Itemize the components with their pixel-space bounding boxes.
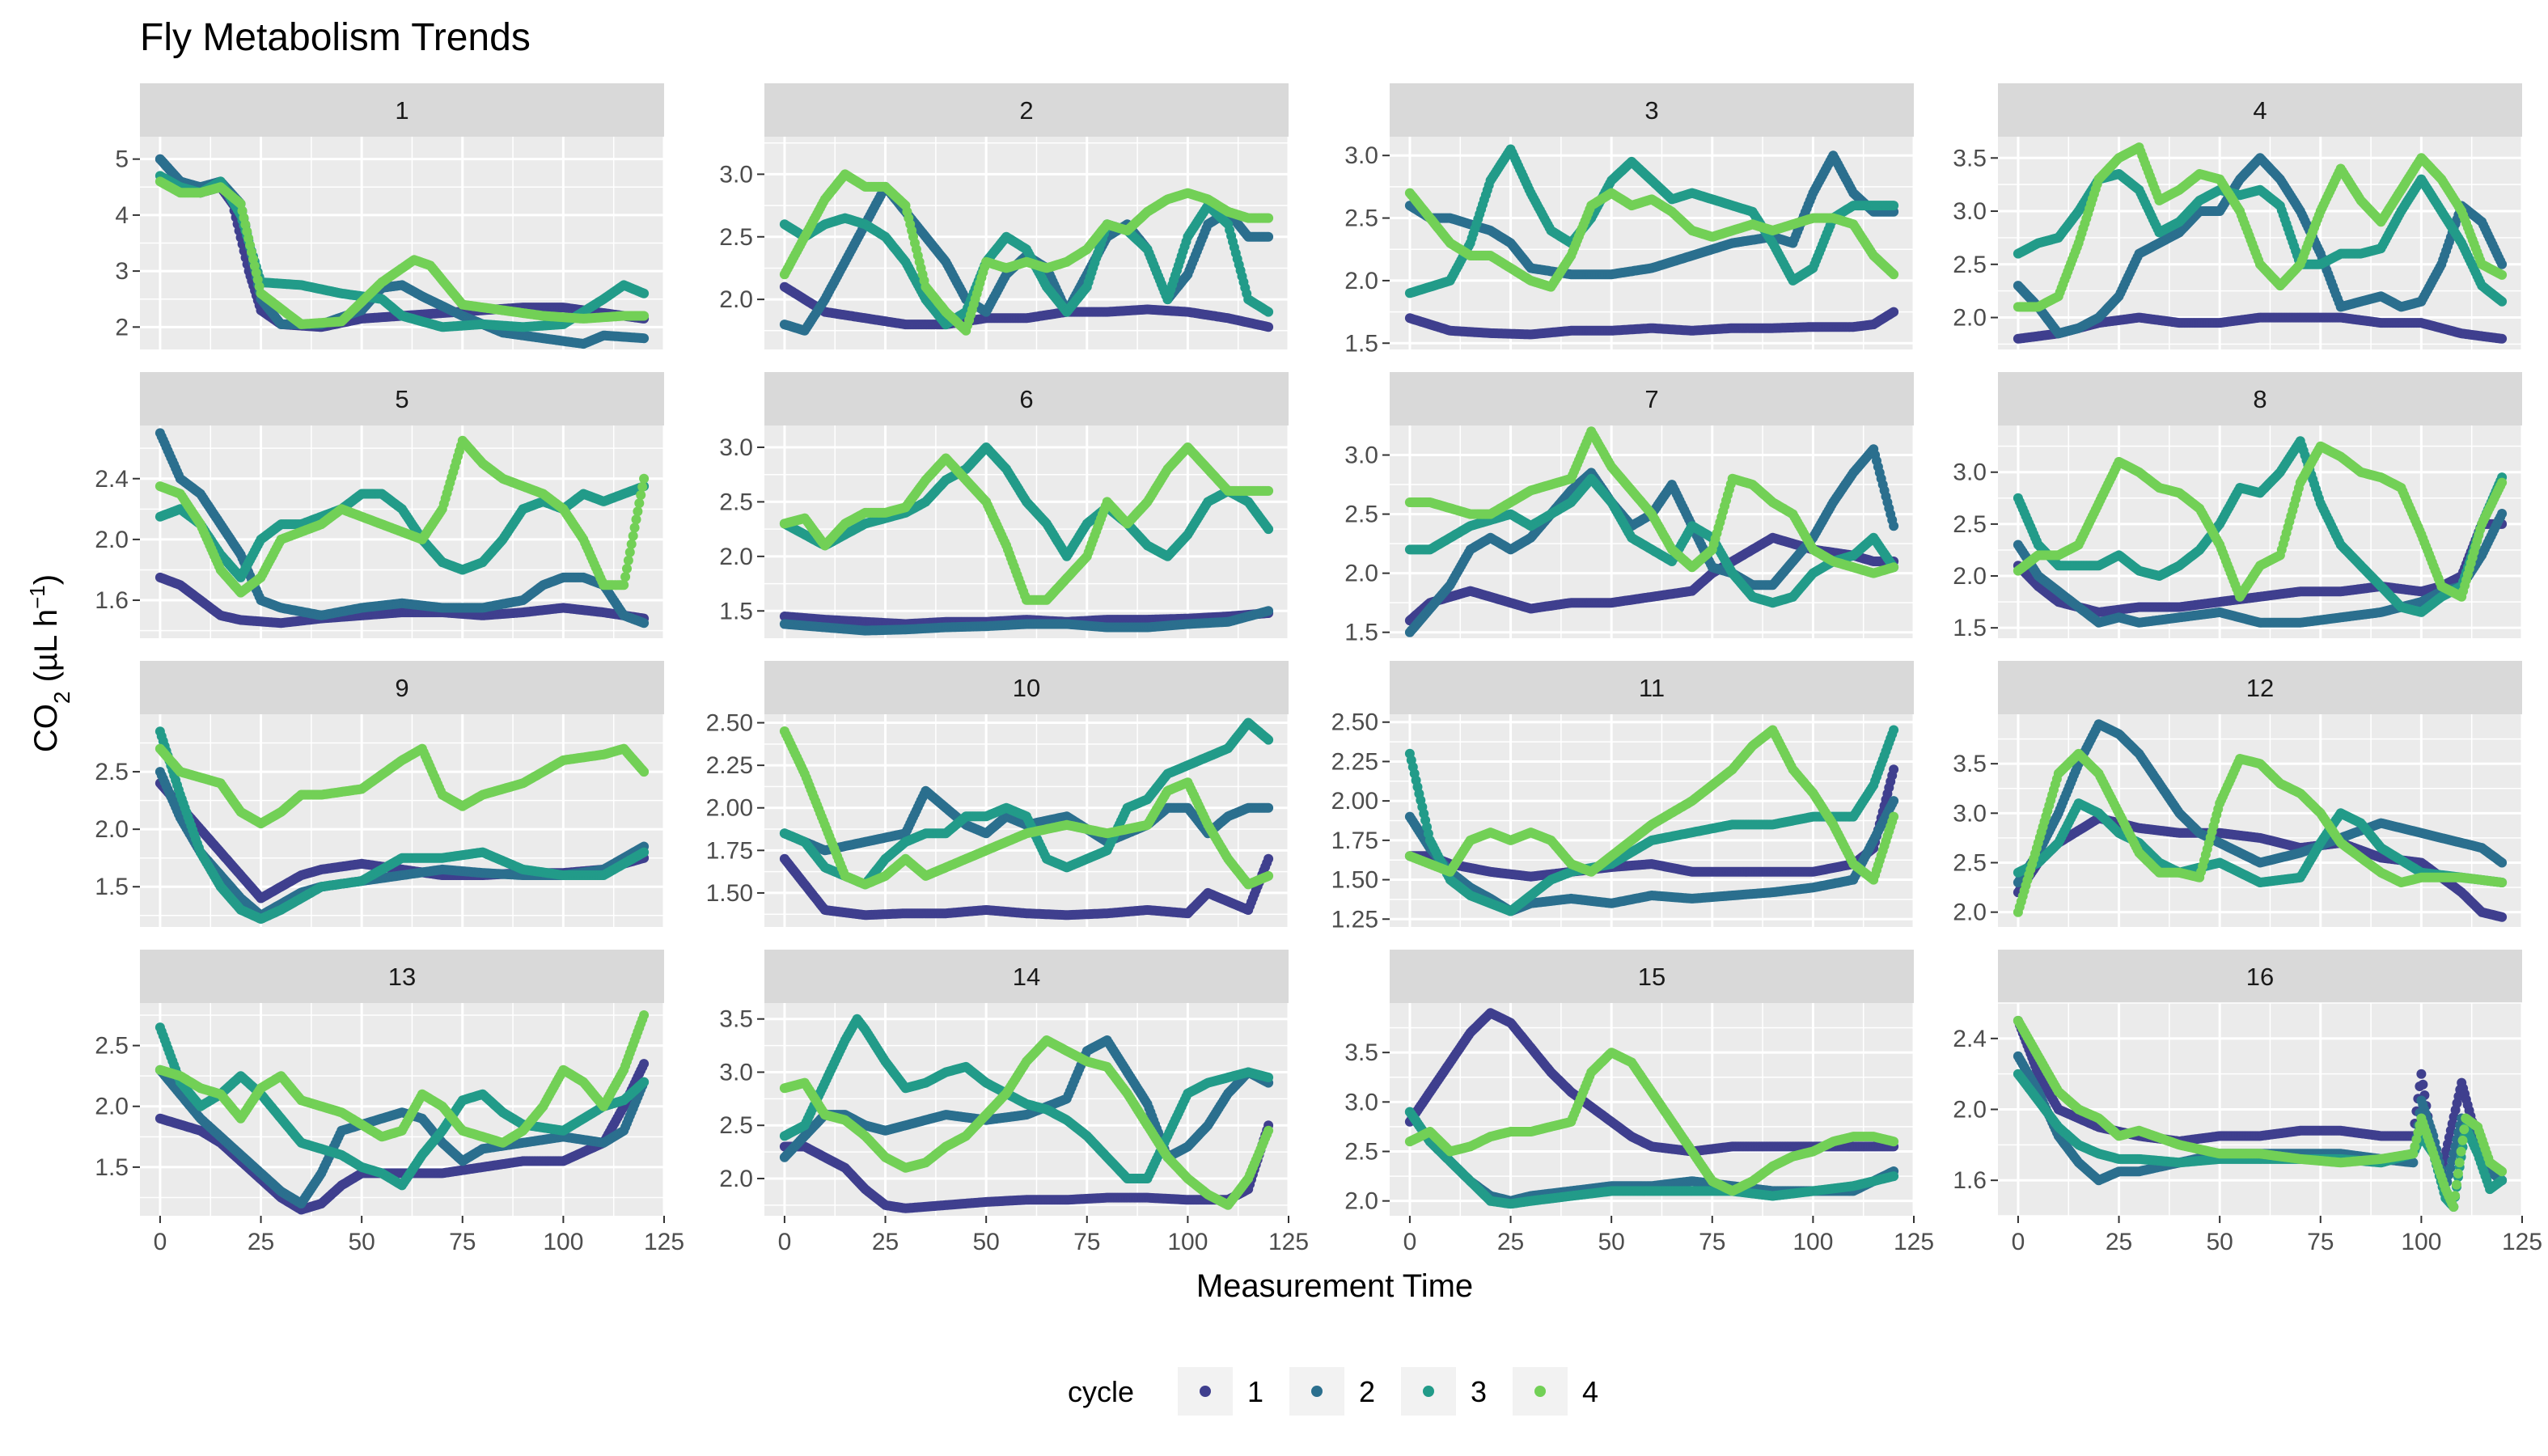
data-point — [639, 333, 650, 344]
chart-title: Fly Metabolism Trends — [140, 16, 531, 59]
data-point — [1263, 307, 1274, 317]
y-tick-label: 3.0 — [719, 161, 753, 188]
data-point — [1263, 231, 1274, 242]
data-point — [1889, 269, 1899, 280]
facet-strip-label: 3 — [1644, 96, 1658, 125]
data-point — [639, 288, 650, 298]
y-tick-label: 2.0 — [719, 286, 753, 313]
facet-strip-label: 2 — [1019, 96, 1033, 125]
facet-panel-4: 4 2.0 2.5 3.0 3.5 — [1953, 83, 2524, 349]
facet-panel-1: 1 2 3 4 5 — [115, 83, 666, 349]
data-point — [1889, 307, 1899, 317]
y-tick-label: 2.5 — [719, 224, 753, 251]
facet-panel-2: 2 2.0 2.5 3.0 — [719, 83, 1290, 349]
y-tick-label: 2.5 — [1953, 252, 1987, 278]
y-tick-label: 2 — [115, 314, 129, 341]
facet-strip — [140, 83, 664, 137]
data-point — [2497, 333, 2508, 344]
y-tick-label: 1.5 — [1344, 330, 1378, 357]
y-tick-label: 2.0 — [1953, 305, 1987, 332]
data-point — [1889, 201, 1899, 211]
data-point — [2497, 259, 2508, 269]
y-tick-label: 2.5 — [1344, 205, 1378, 232]
data-point — [2497, 296, 2508, 307]
y-tick-label: 2.0 — [1344, 268, 1378, 294]
facet-strip-label: 1 — [395, 96, 408, 125]
y-tick-label: 3.5 — [1953, 145, 1987, 171]
y-tick-label: 4 — [115, 202, 129, 229]
data-point — [639, 311, 650, 321]
facet-panel-3: 3 1.5 2.0 2.5 3.0 — [1344, 83, 1915, 357]
data-point — [1263, 322, 1274, 332]
y-tick-label: 3.0 — [1953, 198, 1987, 225]
facet-panels: 1 2 3 4 5 2 2.0 2.5 3.0 3 1.5 2.0 2.5 3.0 4 2.0 2.5 3.0 3.… — [95, 83, 2542, 1255]
data-point — [1263, 213, 1274, 223]
y-tick-label: 3 — [115, 258, 129, 285]
facet-strip-label: 4 — [2253, 96, 2267, 125]
y-tick-label: 5 — [115, 146, 129, 173]
y-tick-label: 3.0 — [1344, 142, 1378, 169]
